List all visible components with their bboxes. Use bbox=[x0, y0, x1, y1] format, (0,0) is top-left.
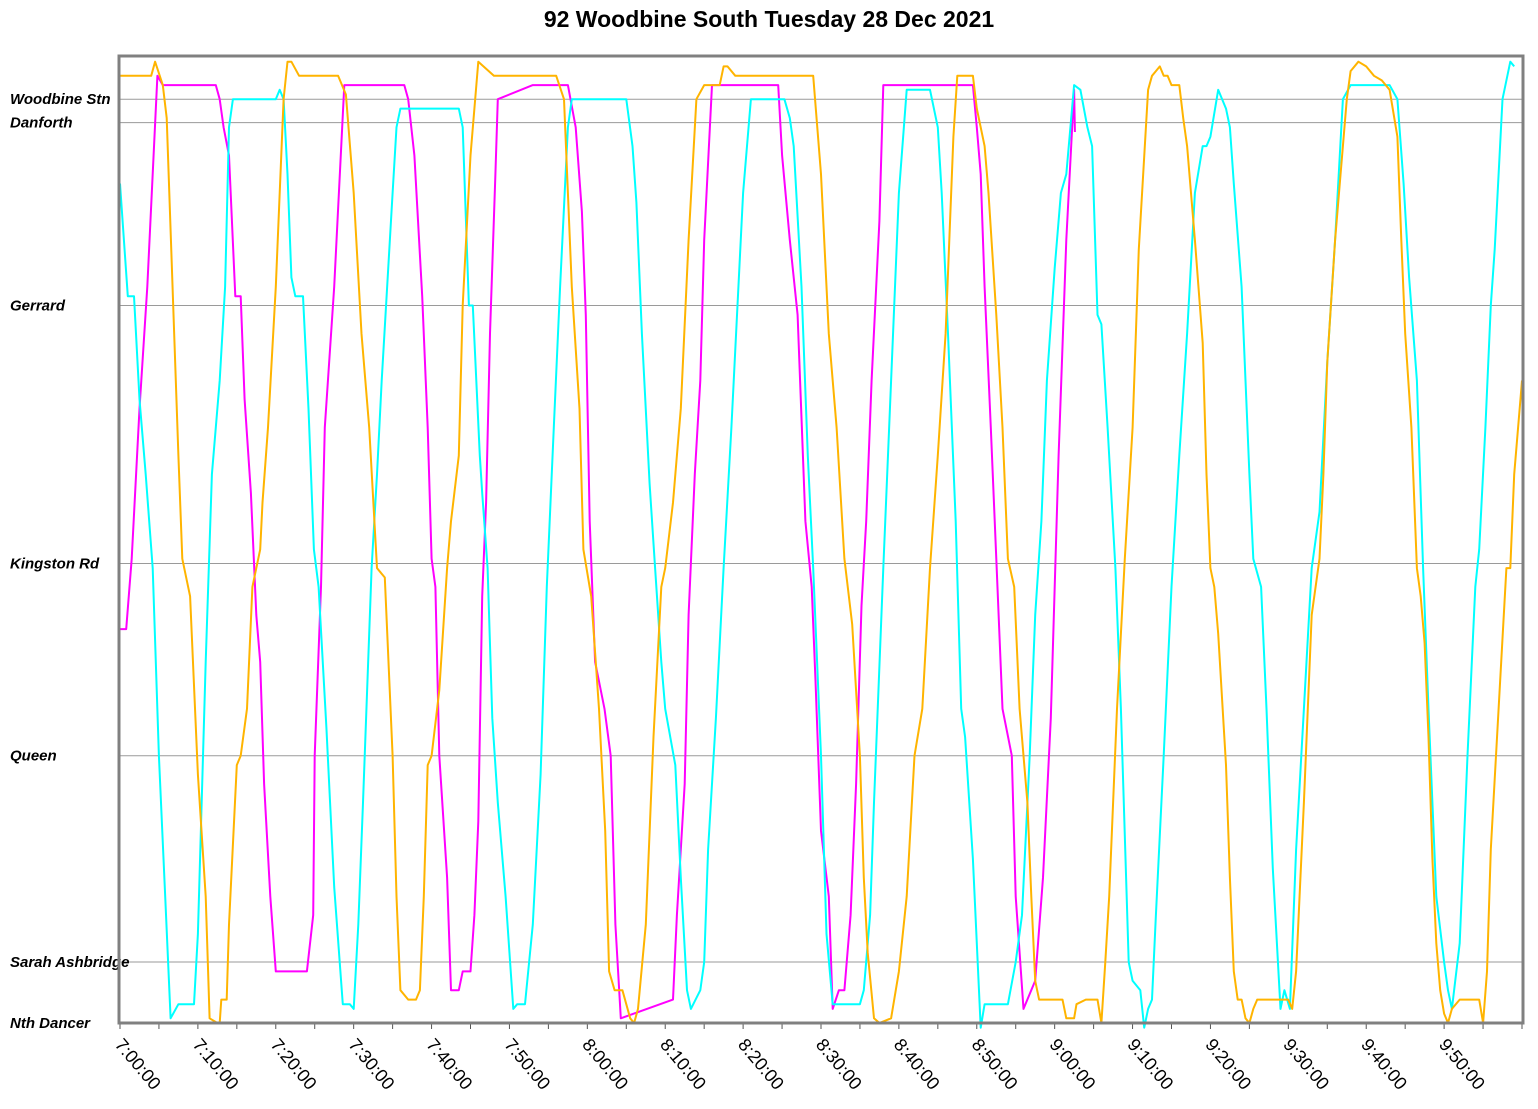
stop-label: Sarah Ashbridge bbox=[10, 954, 129, 971]
x-tick-label: 7:10:00 bbox=[189, 1035, 243, 1094]
stop-label: Queen bbox=[10, 748, 57, 765]
series-line-2 bbox=[119, 60, 1515, 1029]
x-tick-label: 8:20:00 bbox=[734, 1035, 788, 1094]
x-tick-label: 7:00:00 bbox=[111, 1035, 165, 1094]
x-tick-label: 9:00:00 bbox=[1046, 1035, 1100, 1094]
x-ticks: 7:00:00 7:10:00 7:20:00 7:30:00 7:40:00 7:50:… bbox=[111, 1023, 1523, 1094]
series-line-3 bbox=[120, 60, 1523, 1024]
x-tick-label: 7:40:00 bbox=[422, 1035, 476, 1094]
x-tick-label: 9:30:00 bbox=[1279, 1035, 1333, 1094]
grid-layer bbox=[120, 98, 1522, 963]
x-tick-label: 8:50:00 bbox=[968, 1035, 1022, 1094]
stop-label: Nth Dancer bbox=[10, 1015, 91, 1032]
x-tick-label: 8:40:00 bbox=[890, 1035, 944, 1094]
stop-label: Kingston Rd bbox=[10, 555, 100, 572]
x-tick-label: 7:50:00 bbox=[500, 1035, 554, 1094]
stop-label: Woodbine Stn bbox=[10, 91, 111, 108]
x-tick-label: 8:30:00 bbox=[812, 1035, 866, 1094]
series-layer bbox=[119, 60, 1523, 1029]
x-tick-label: 7:30:00 bbox=[345, 1035, 399, 1094]
plot-frame bbox=[117, 54, 1525, 1025]
x-tick-label: 8:10:00 bbox=[656, 1035, 710, 1094]
stop-labels: Woodbine Stn Danforth Gerrard Kingston Rd Qu… bbox=[10, 91, 129, 1032]
x-tick-label: 8:00:00 bbox=[578, 1035, 632, 1094]
series-line-1 bbox=[120, 74, 1076, 1020]
x-tick-label: 9:40:00 bbox=[1357, 1035, 1411, 1094]
x-tick-label: 9:50:00 bbox=[1435, 1035, 1489, 1094]
x-tick-label: 7:20:00 bbox=[267, 1035, 321, 1094]
x-tick-label: 9:10:00 bbox=[1123, 1035, 1177, 1094]
stop-label: Gerrard bbox=[10, 298, 66, 315]
stop-label: Danforth bbox=[10, 115, 73, 132]
chart-title: 92 Woodbine South Tuesday 28 Dec 2021 bbox=[543, 6, 995, 32]
x-tick-label: 9:20:00 bbox=[1201, 1035, 1255, 1094]
